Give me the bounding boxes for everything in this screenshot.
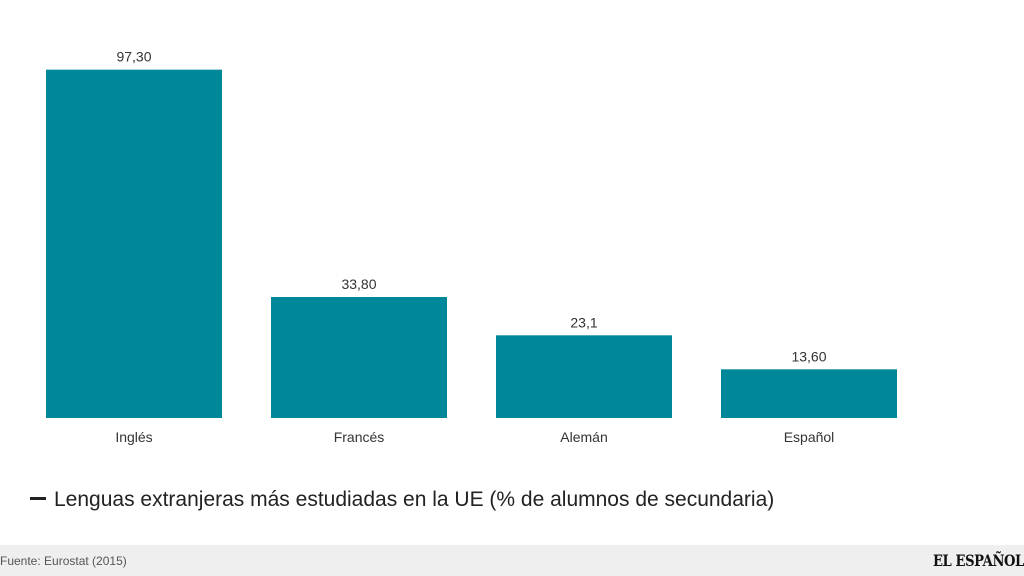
footer-bar: Fuente: Eurostat (2015) EL ESPAÑOL [0,545,1024,576]
value-label-inglés: 97,30 [116,49,151,65]
value-labels-group: 97,30 33,80 23,1 13,60 [116,49,826,365]
bar-francés [271,296,447,418]
category-label-español: Español [784,429,835,445]
source-credit: Fuente: Eurostat (2015) [0,554,127,568]
legend-dash-icon [30,496,46,500]
bars-group [46,69,897,418]
legend-text: Lenguas extranjeras más estudiadas en la… [54,488,775,511]
brand-logo: EL ESPAÑOL [933,551,1024,570]
value-label-francés: 33,80 [341,276,376,292]
value-label-español: 13,60 [791,348,826,364]
bar-chart: 97,30 33,80 23,1 13,60 Inglés Francés Alemán E… [46,49,897,445]
bar-inglés [46,69,222,418]
value-label-alemán: 23,1 [570,314,597,330]
category-labels-group: Inglés Francés Alemán Español [115,429,834,445]
category-label-inglés: Inglés [115,429,152,445]
bar-alemán [496,335,672,418]
chart-legend: Lenguas extranjeras más estudiadas en la… [30,488,774,512]
category-label-francés: Francés [334,429,385,445]
bar-español [721,369,897,418]
category-label-alemán: Alemán [560,429,607,445]
